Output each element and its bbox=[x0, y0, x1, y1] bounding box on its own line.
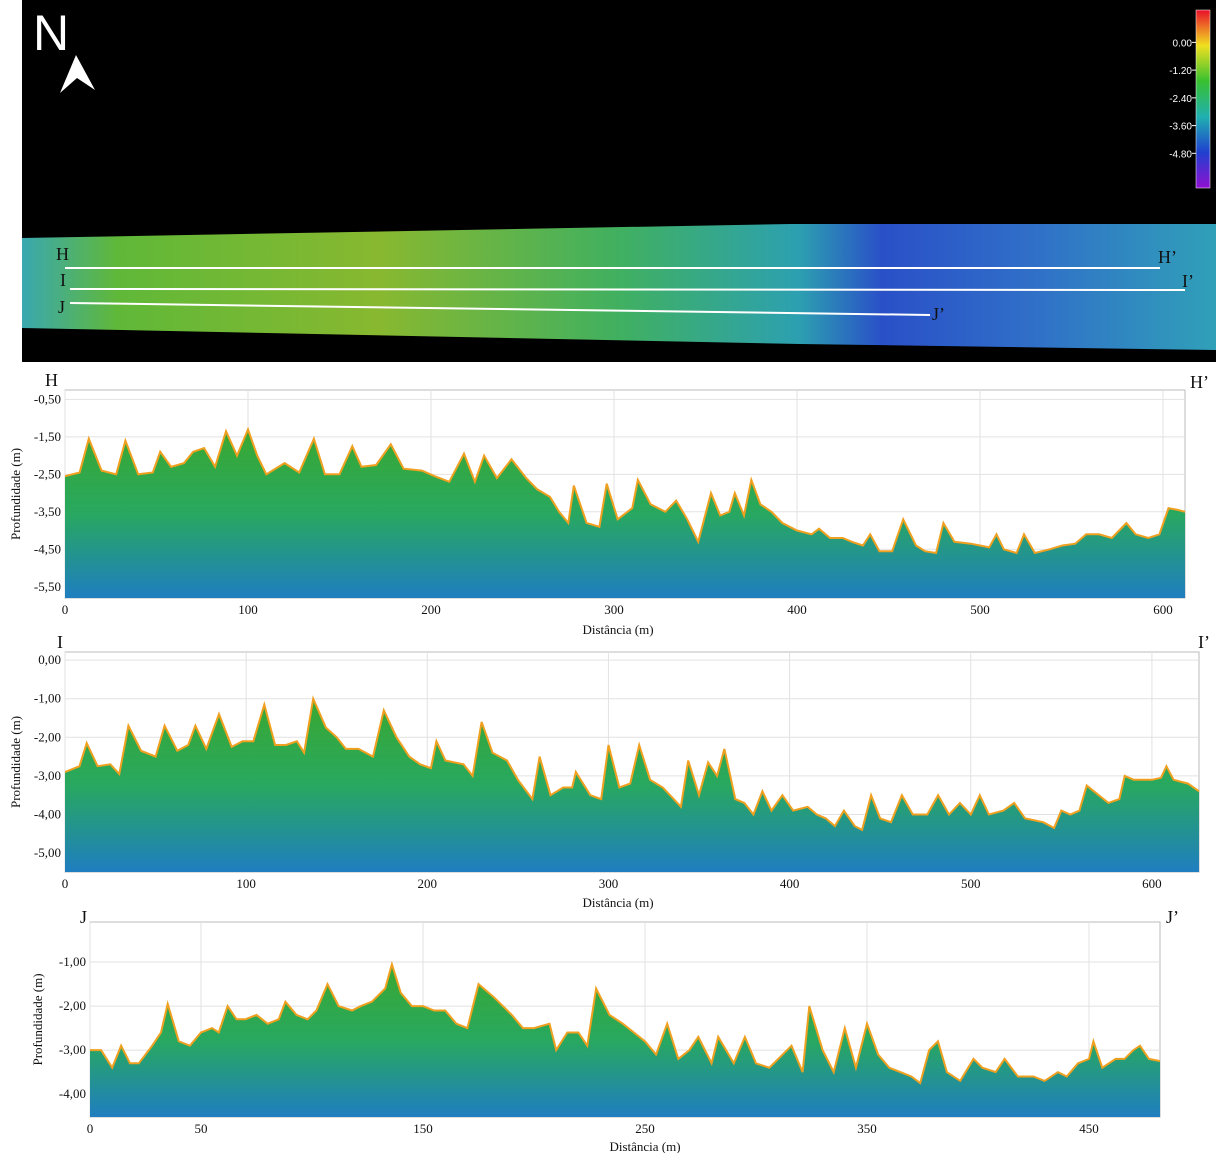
x-axis-label: Distância (m) bbox=[609, 1139, 680, 1153]
y-tick-label: -3,00 bbox=[34, 768, 61, 783]
profile-end-label: H’ bbox=[1190, 372, 1209, 392]
colorbar-tick-label: 0.00 bbox=[1173, 38, 1193, 49]
y-tick-label: -0,50 bbox=[34, 391, 61, 406]
colorbar-tick-label: -3.60 bbox=[1169, 122, 1192, 133]
y-tick-label: -1,50 bbox=[34, 429, 61, 444]
colorbar-tick-label: -1.20 bbox=[1169, 66, 1192, 77]
north-label: N bbox=[33, 5, 69, 61]
x-tick-label: 200 bbox=[421, 602, 441, 617]
x-tick-label: 350 bbox=[857, 1121, 877, 1136]
y-tick-label: -4,50 bbox=[34, 541, 61, 556]
profile-end-label: I’ bbox=[1198, 632, 1210, 652]
y-tick-label: -5,50 bbox=[34, 579, 61, 594]
colorbar-tick-label: -2.40 bbox=[1169, 94, 1192, 105]
x-tick-label: 250 bbox=[635, 1121, 655, 1136]
bathymetry-strip bbox=[22, 224, 1216, 350]
page: {"map": {"north": "N", "colorbar": {"col… bbox=[0, 0, 1216, 1153]
x-tick-label: 50 bbox=[194, 1121, 207, 1136]
profile-start-label: I bbox=[57, 632, 63, 652]
y-axis-label: Profundidade (m) bbox=[8, 716, 23, 808]
colorbar-tick-label: -4.80 bbox=[1169, 149, 1192, 160]
profile-start-label: J bbox=[80, 907, 87, 927]
colorbar bbox=[1196, 10, 1210, 188]
y-tick-label: -1,00 bbox=[34, 691, 61, 706]
x-tick-label: 300 bbox=[604, 602, 624, 617]
profile-start-label: H bbox=[45, 370, 58, 390]
profile-line bbox=[70, 289, 1185, 290]
x-axis-label: Distância (m) bbox=[582, 895, 653, 910]
x-tick-label: 500 bbox=[961, 876, 981, 891]
x-tick-label: 100 bbox=[238, 602, 258, 617]
y-tick-label: 0,00 bbox=[38, 652, 61, 667]
map-label: I’ bbox=[1182, 271, 1194, 291]
y-tick-label: -3,00 bbox=[59, 1042, 86, 1057]
profile-end-label: J’ bbox=[1166, 907, 1179, 927]
y-tick-label: -1,00 bbox=[59, 954, 86, 969]
x-tick-label: 400 bbox=[787, 602, 807, 617]
map-label: I bbox=[60, 270, 66, 290]
x-tick-label: 300 bbox=[599, 876, 619, 891]
x-tick-label: 450 bbox=[1079, 1121, 1099, 1136]
map-label: J bbox=[58, 297, 65, 317]
x-tick-label: 0 bbox=[62, 876, 69, 891]
x-tick-label: 150 bbox=[413, 1121, 433, 1136]
figure: H H’ I I’ J J’ N 0.00 -1.20 -2.40 -3.60 -4.8… bbox=[0, 0, 1216, 1153]
y-tick-label: -2,00 bbox=[59, 998, 86, 1013]
x-tick-label: 400 bbox=[780, 876, 800, 891]
x-axis-label: Distância (m) bbox=[582, 622, 653, 637]
map-label: J’ bbox=[932, 304, 945, 324]
y-tick-label: -4,00 bbox=[34, 806, 61, 821]
map-label: H’ bbox=[1158, 247, 1177, 267]
x-tick-label: 200 bbox=[418, 876, 438, 891]
x-tick-label: 0 bbox=[62, 602, 69, 617]
y-tick-label: -2,50 bbox=[34, 466, 61, 481]
map: H H’ I I’ J J’ N bbox=[22, 0, 1216, 362]
y-axis-label: Profundidade (m) bbox=[30, 973, 45, 1065]
y-tick-label: -3,50 bbox=[34, 504, 61, 519]
x-tick-label: 100 bbox=[236, 876, 256, 891]
x-tick-label: 600 bbox=[1153, 602, 1173, 617]
y-tick-label: -2,00 bbox=[34, 729, 61, 744]
map-label: H bbox=[56, 244, 69, 264]
x-tick-label: 500 bbox=[970, 602, 990, 617]
x-tick-label: 0 bbox=[87, 1121, 94, 1136]
y-tick-label: -4,00 bbox=[59, 1086, 86, 1101]
x-tick-label: 600 bbox=[1142, 876, 1162, 891]
y-axis-label: Profundidade (m) bbox=[8, 448, 23, 540]
y-tick-label: -5,00 bbox=[34, 845, 61, 860]
